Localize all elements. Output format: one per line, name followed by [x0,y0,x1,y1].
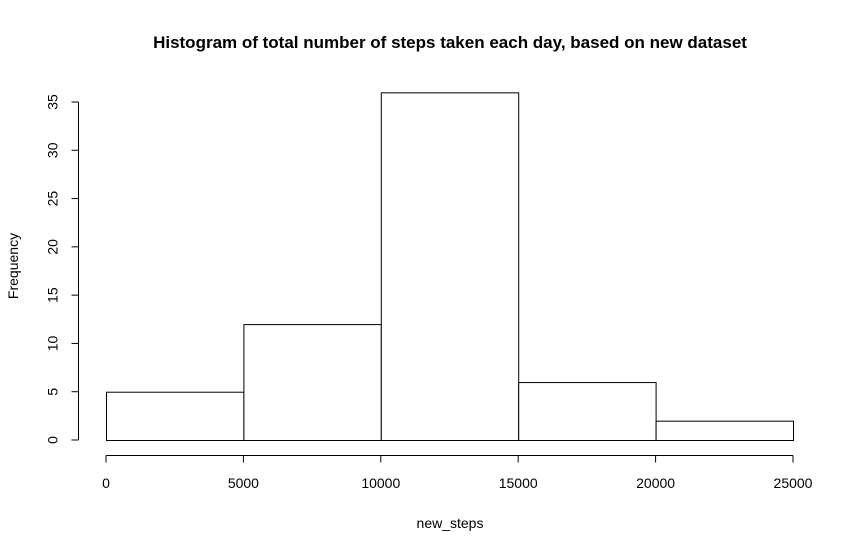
x-tick-label-5: 25000 [774,475,813,491]
histogram-bar-3 [518,382,657,441]
y-tick-label-6: 30 [45,142,61,158]
y-tick-label-5: 25 [45,191,61,207]
histogram-bar-4 [655,420,794,441]
x-axis-label: new_steps [417,515,484,531]
x-tick-label-0: 0 [102,475,110,491]
x-tick-label-1: 5000 [228,475,259,491]
x-tick-label-4: 20000 [636,475,675,491]
y-tick-label-2: 10 [45,335,61,351]
y-tick-label-0: 0 [45,436,61,444]
y-axis-label: Frequency [5,233,21,299]
y-tick-label-7: 35 [45,94,61,110]
x-tick-label-3: 15000 [499,475,538,491]
histogram-bar-0 [106,391,245,442]
histogram-bar-1 [243,324,382,441]
y-tick-label-4: 20 [45,239,61,255]
y-tick-label-1: 5 [45,388,61,396]
bars-group [106,92,794,442]
y-axis: 0 5 10 15 20 25 30 35 [45,94,79,444]
y-tick-label-3: 15 [45,287,61,303]
chart-title: Histogram of total number of steps taken… [153,33,747,52]
histogram-bar-2 [380,92,520,441]
x-tick-label-2: 10000 [361,475,400,491]
x-axis: 0 5000 10000 15000 20000 25000 [102,455,813,491]
